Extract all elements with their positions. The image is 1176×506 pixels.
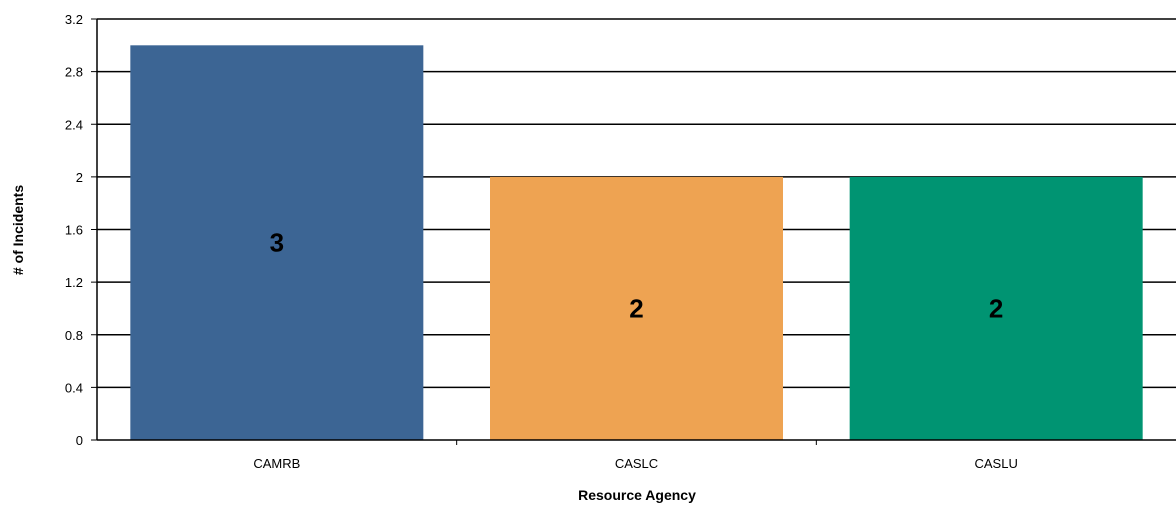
bar-camrb [130,45,424,440]
x-tick-label: CASLC [615,456,658,471]
y-tick-label: 2.8 [65,65,83,80]
y-tick-label: 3.2 [65,12,83,27]
x-axis-title: Resource Agency [578,487,696,503]
bar-caslc [490,176,783,440]
y-tick-label: 0.8 [65,328,83,343]
y-tick-labels: 0 0.4 0.8 1.2 1.6 2 2.4 2.8 3.2 [65,12,97,448]
y-tick-label: 1.2 [65,275,83,290]
y-tick-label: 0 [76,433,83,448]
data-label-camrb: 3 [270,228,284,258]
data-label-caslc: 2 [629,293,643,323]
y-tick-label: 1.6 [65,223,83,238]
y-axis-title: # of Incidents [10,185,26,275]
y-tick-label: 2 [76,170,83,185]
data-labels: 3 2 2 [270,228,1004,324]
x-tick-label: CASLU [974,456,1017,471]
x-tick-label: CAMRB [253,456,300,471]
bars [130,45,1143,440]
y-tick-label: 2.4 [65,117,83,132]
data-label-caslu: 2 [989,293,1003,323]
x-tick-labels: CAMRB CASLC CASLU [253,440,1018,471]
bar-caslu [849,176,1143,440]
y-tick-label: 0.4 [65,380,83,395]
